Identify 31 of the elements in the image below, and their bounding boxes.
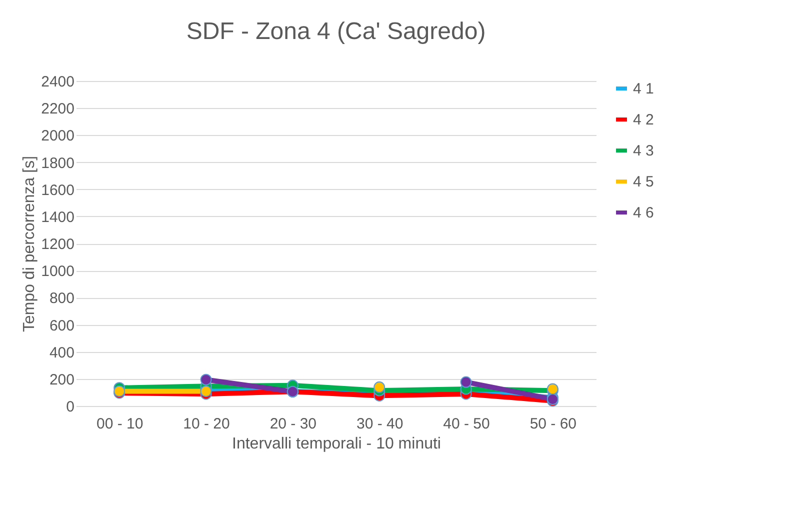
y-tick-label: 1200 [41,236,74,253]
y-tick-label: 2000 [41,128,74,145]
legend-label: 4 2 [633,112,654,128]
x-tick-label: 50 - 60 [530,416,577,432]
y-tick-label: 200 [49,371,74,388]
chart-title: SDF - Zona 4 (Ca' Sagredo) [186,18,486,45]
point [200,386,212,397]
point [200,374,212,386]
y-tick-label: 1600 [41,182,74,199]
y-tick-label: 2200 [41,100,74,118]
y-tick-label: 400 [49,344,74,362]
x-tick-label: 40 - 50 [443,416,490,432]
y-tick-label: 800 [49,290,74,308]
x-tick-label: 10 - 20 [183,416,230,432]
y-tick-label: 1000 [41,263,74,280]
point [460,376,472,388]
point [374,381,386,393]
y-tick-label: 0 [66,398,74,416]
y-axis-title: Tempo di percorrenza [s] [21,156,38,332]
y-tick-label: 1400 [41,208,74,226]
x-tick-label: 20 - 30 [270,416,317,432]
x-tick-label: 30 - 40 [356,416,404,432]
x-tick-label: 00 - 10 [96,416,144,432]
x-axis-title: Intervalli temporali - 10 minuti [232,436,441,452]
legend-label: 4 5 [633,174,654,190]
legend-label: 4 6 [633,204,654,222]
y-tick-label: 2400 [41,74,74,90]
y-tick-label: 600 [49,317,74,334]
legend-label: 4 1 [633,80,654,98]
y-tick-label: 1800 [41,154,74,172]
legend-label: 4 3 [633,142,654,160]
